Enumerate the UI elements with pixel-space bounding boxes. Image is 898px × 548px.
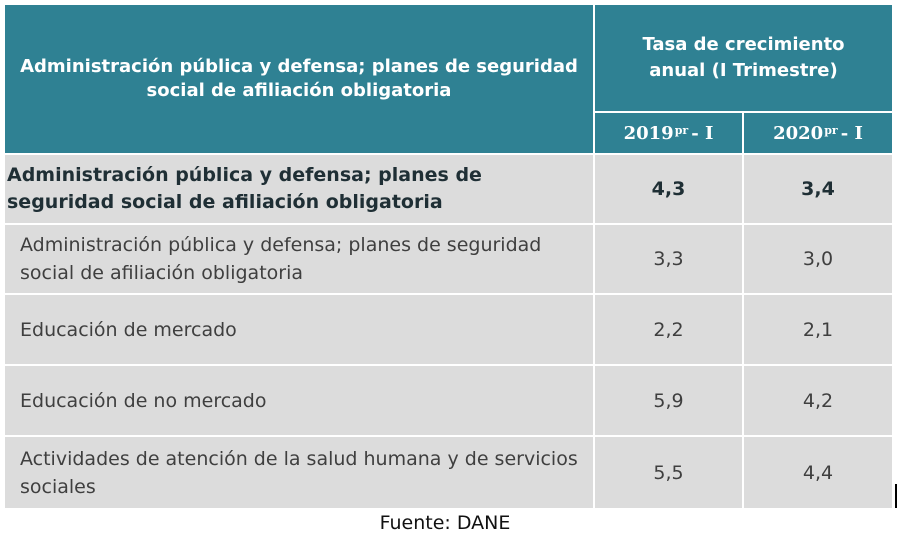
row-value-2020: 3,4 [744, 155, 892, 223]
row-label: Administración pública y defensa; planes… [5, 225, 593, 293]
header-year-superscript: pr [674, 123, 689, 137]
row-value-2019: 4,3 [595, 155, 742, 223]
source-caption: Fuente: DANE [379, 512, 511, 534]
header-year-value: 2020 [773, 122, 824, 144]
row-value-2019: 5,9 [595, 366, 742, 435]
row-value-2020: 4,4 [744, 437, 892, 508]
table-row: Educación de no mercado 5,9 4,2 [5, 366, 892, 435]
table-header-year-2019: 2019 pr - I [595, 113, 742, 153]
row-label: Educación de no mercado [5, 366, 593, 435]
header-year-suffix: - I [691, 122, 714, 144]
header-year-superscript: pr [824, 123, 838, 137]
row-value-2019: 5,5 [595, 437, 742, 508]
row-value-2019: 3,3 [595, 225, 742, 293]
growth-rate-table: Administración pública y defensa; planes… [5, 5, 892, 508]
table-row: Administración pública y defensa; planes… [5, 155, 892, 223]
row-value-2020: 4,2 [744, 366, 892, 435]
table-header-year-2020: 2020 pr - I [744, 113, 892, 153]
row-label: Actividades de atención de la salud huma… [5, 437, 593, 508]
table-row: Administración pública y defensa; planes… [5, 225, 892, 293]
row-value-2020: 2,1 [744, 295, 892, 364]
table-row: Actividades de atención de la salud huma… [5, 437, 892, 508]
header-year-value: 2019 [623, 122, 674, 144]
row-label: Educación de mercado [5, 295, 593, 364]
row-value-2020: 3,0 [744, 225, 892, 293]
row-label: Administración pública y defensa; planes… [5, 155, 593, 223]
table-row: Educación de mercado 2,2 2,1 [5, 295, 892, 364]
table-header-growth-rate: Tasa de crecimiento anual (I Trimestre) [595, 5, 892, 111]
text-cursor [895, 484, 897, 508]
header-year-suffix: - I [840, 122, 863, 144]
table-header-sector: Administración pública y defensa; planes… [5, 5, 593, 153]
header-sector-label: Administración pública y defensa; planes… [20, 56, 578, 101]
header-growth-rate-label: Tasa de crecimiento anual (I Trimestre) [642, 34, 845, 81]
row-value-2019: 2,2 [595, 295, 742, 364]
